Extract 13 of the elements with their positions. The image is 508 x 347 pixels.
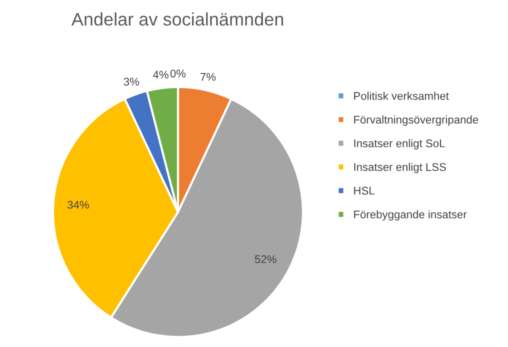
legend-label: Insatser enligt SoL — [354, 139, 445, 150]
data-label: 3% — [124, 78, 140, 86]
data-label: 4% — [152, 70, 168, 79]
legend-label: Politisk verksamhet — [354, 92, 449, 100]
data-label: 52% — [254, 255, 276, 264]
text: 0% — [170, 70, 186, 78]
legend-label: Förvaltningsövergripande — [354, 115, 478, 126]
legend-label: Förebyggande insatser — [354, 210, 467, 221]
legend-label: HSL — [354, 186, 374, 195]
legend-label: Insatser enligt LSS — [354, 162, 446, 174]
chart-title: Andelar av socialnämnden — [71, 12, 284, 26]
data-label: 34% — [68, 200, 89, 209]
data-label: 7% — [200, 72, 216, 81]
